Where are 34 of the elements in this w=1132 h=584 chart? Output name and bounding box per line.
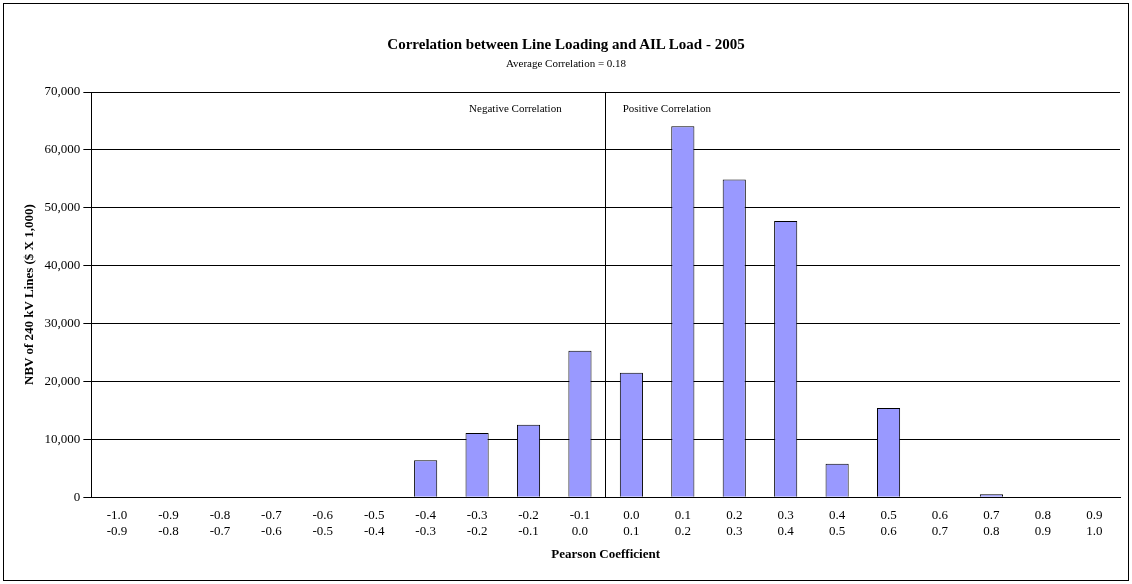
x-tick-label: -0.8 -0.7 [209,507,231,539]
x-tick-label: 0.3 0.4 [777,507,795,539]
x-tick-label: -0.2 -0.1 [518,507,539,539]
x-tick-label: -0.5 -0.4 [363,507,386,539]
y-tick-label: 40,000 [44,257,81,273]
x-tick-label: -0.9 -0.8 [158,507,179,539]
y-tick-label: 0 [73,488,81,504]
x-tick-label: -1.0 -0.9 [106,507,128,539]
y-tick-label: 70,000 [44,83,81,99]
x-tick-label: 0.6 0.7 [931,507,949,539]
x-tick-label: -0.3 -0.2 [466,507,488,539]
y-axis-title: NBV of 240 kV Lines ($ X 1,000) [21,204,37,386]
y-tick-label: 30,000 [44,314,81,330]
y-tick-label: 20,000 [44,372,81,388]
x-tick-label: -0.7 -0.6 [261,507,283,539]
x-tick-label: 0.8 0.9 [1034,507,1051,539]
annotation: Negative Correlation [469,101,563,114]
x-axis-title: Pearson Coefficient [551,545,661,561]
x-tick-label: 0.4 0.5 [829,507,846,539]
chart-subtitle: Average Correlation = 0.18 [504,57,628,69]
x-tick-label: 0.1 0.2 [674,507,691,539]
x-tick-label: 0.2 0.3 [726,507,743,539]
y-tick-label: 10,000 [44,430,81,446]
annotation: Positive Correlation [622,101,712,114]
chart-title: Correlation between Line Loading and AIL Load - 2005 [386,36,746,53]
x-tick-label: 0.5 0.6 [880,507,898,539]
x-tick-label: 0.7 0.8 [983,507,1001,539]
y-tick-label: 60,000 [44,141,81,157]
x-tick-label: -0.6 -0.5 [312,507,334,539]
x-tick-label: 0.9 1.0 [1086,507,1103,539]
y-tick-label: 50,000 [44,199,81,215]
x-tick-label: 0.0 0.1 [623,507,640,539]
x-tick-label: -0.1 0.0 [569,507,591,539]
x-tick-label: -0.4 -0.3 [415,507,437,539]
